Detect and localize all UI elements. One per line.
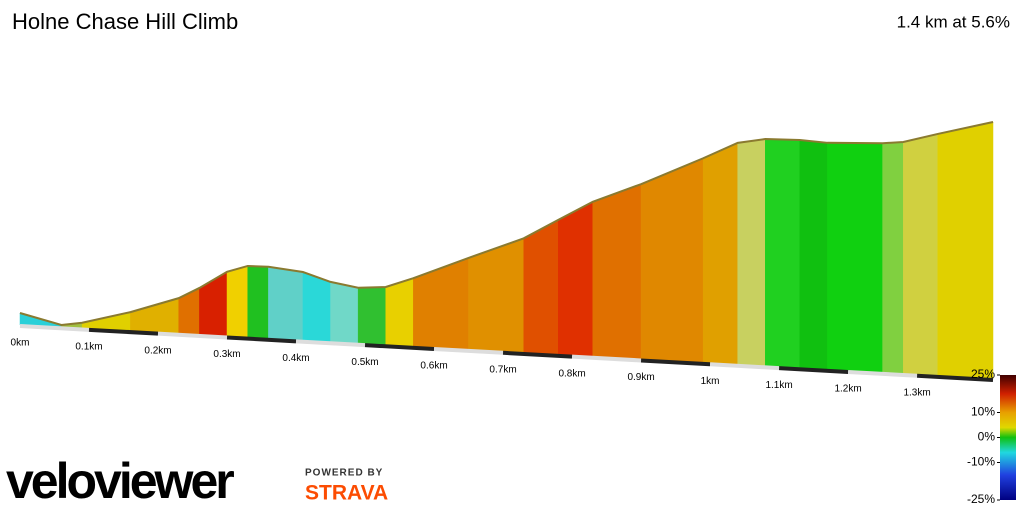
profile-segment	[702, 142, 738, 366]
axis-dash	[502, 350, 573, 359]
profile-segment	[937, 121, 994, 380]
axis-dash	[433, 346, 504, 355]
x-tick-label: 0.4km	[282, 353, 309, 364]
profile-segment	[765, 138, 801, 369]
axis-dash	[778, 366, 849, 374]
profile-segment	[592, 183, 642, 360]
gradient-bar	[1000, 375, 1016, 500]
x-tick-label: 0.6km	[420, 361, 447, 372]
subtitle: 1.4 km at 5.6%	[897, 12, 1010, 31]
profile-segment	[178, 287, 200, 336]
x-tick-label: 0.8km	[558, 368, 585, 379]
scale-label: -10%	[967, 455, 995, 469]
scale-label: 0%	[978, 430, 996, 444]
profile-segment	[130, 297, 179, 335]
profile-segment	[827, 142, 883, 374]
profile-segment	[226, 265, 248, 338]
x-tick-label: 0.3km	[213, 349, 240, 360]
x-tick-label: 0.7km	[489, 364, 516, 375]
axis-dash	[640, 358, 711, 367]
scale-label: -25%	[967, 492, 995, 506]
axis-dash	[916, 373, 994, 382]
x-tick-label: 0km	[11, 338, 30, 349]
profile-segment	[903, 133, 939, 377]
title: Holne Chase Hill Climb	[12, 9, 238, 34]
profile-segment	[413, 257, 469, 351]
x-tick-label: 1.3km	[903, 387, 930, 398]
x-tick-label: 1km	[701, 376, 720, 387]
strava: STRAVA	[305, 482, 388, 505]
profile-segment	[357, 286, 386, 346]
scale-label: 25%	[971, 367, 995, 381]
axis-dash	[295, 339, 366, 348]
x-tick-label: 1.2km	[834, 384, 861, 395]
profile-segment	[558, 201, 594, 358]
x-tick-label: 0.5km	[351, 357, 378, 368]
x-tick-label: 1.1km	[765, 380, 792, 391]
logo: veloviewer	[6, 453, 234, 509]
axis-dash	[709, 362, 780, 371]
profile-segment	[330, 281, 359, 345]
profile-segment	[882, 141, 904, 375]
powered-by: POWERED BY	[305, 468, 383, 479]
axis-dash	[157, 331, 228, 340]
profile-outline	[19, 121, 994, 326]
profile-segment	[737, 138, 766, 367]
x-tick-label: 0.1km	[75, 341, 102, 352]
profile-segment	[385, 277, 414, 348]
profile-segment	[523, 219, 559, 356]
profile-segment	[268, 266, 304, 341]
profile-segment	[199, 271, 228, 337]
profile-segment	[302, 271, 331, 343]
axis-dash	[847, 369, 918, 378]
axis-dash	[88, 327, 159, 336]
axis-dash	[226, 335, 297, 344]
profile-segment	[640, 157, 704, 364]
axis-dash	[571, 354, 642, 363]
x-tick-label: 0.2km	[144, 345, 171, 356]
profile-segment	[247, 265, 269, 340]
axis-dash	[364, 343, 435, 351]
x-tick-label: 0.9km	[627, 372, 654, 383]
profile-segment	[799, 139, 828, 371]
scale-label: 10%	[971, 405, 995, 419]
axis-dash	[19, 324, 90, 332]
